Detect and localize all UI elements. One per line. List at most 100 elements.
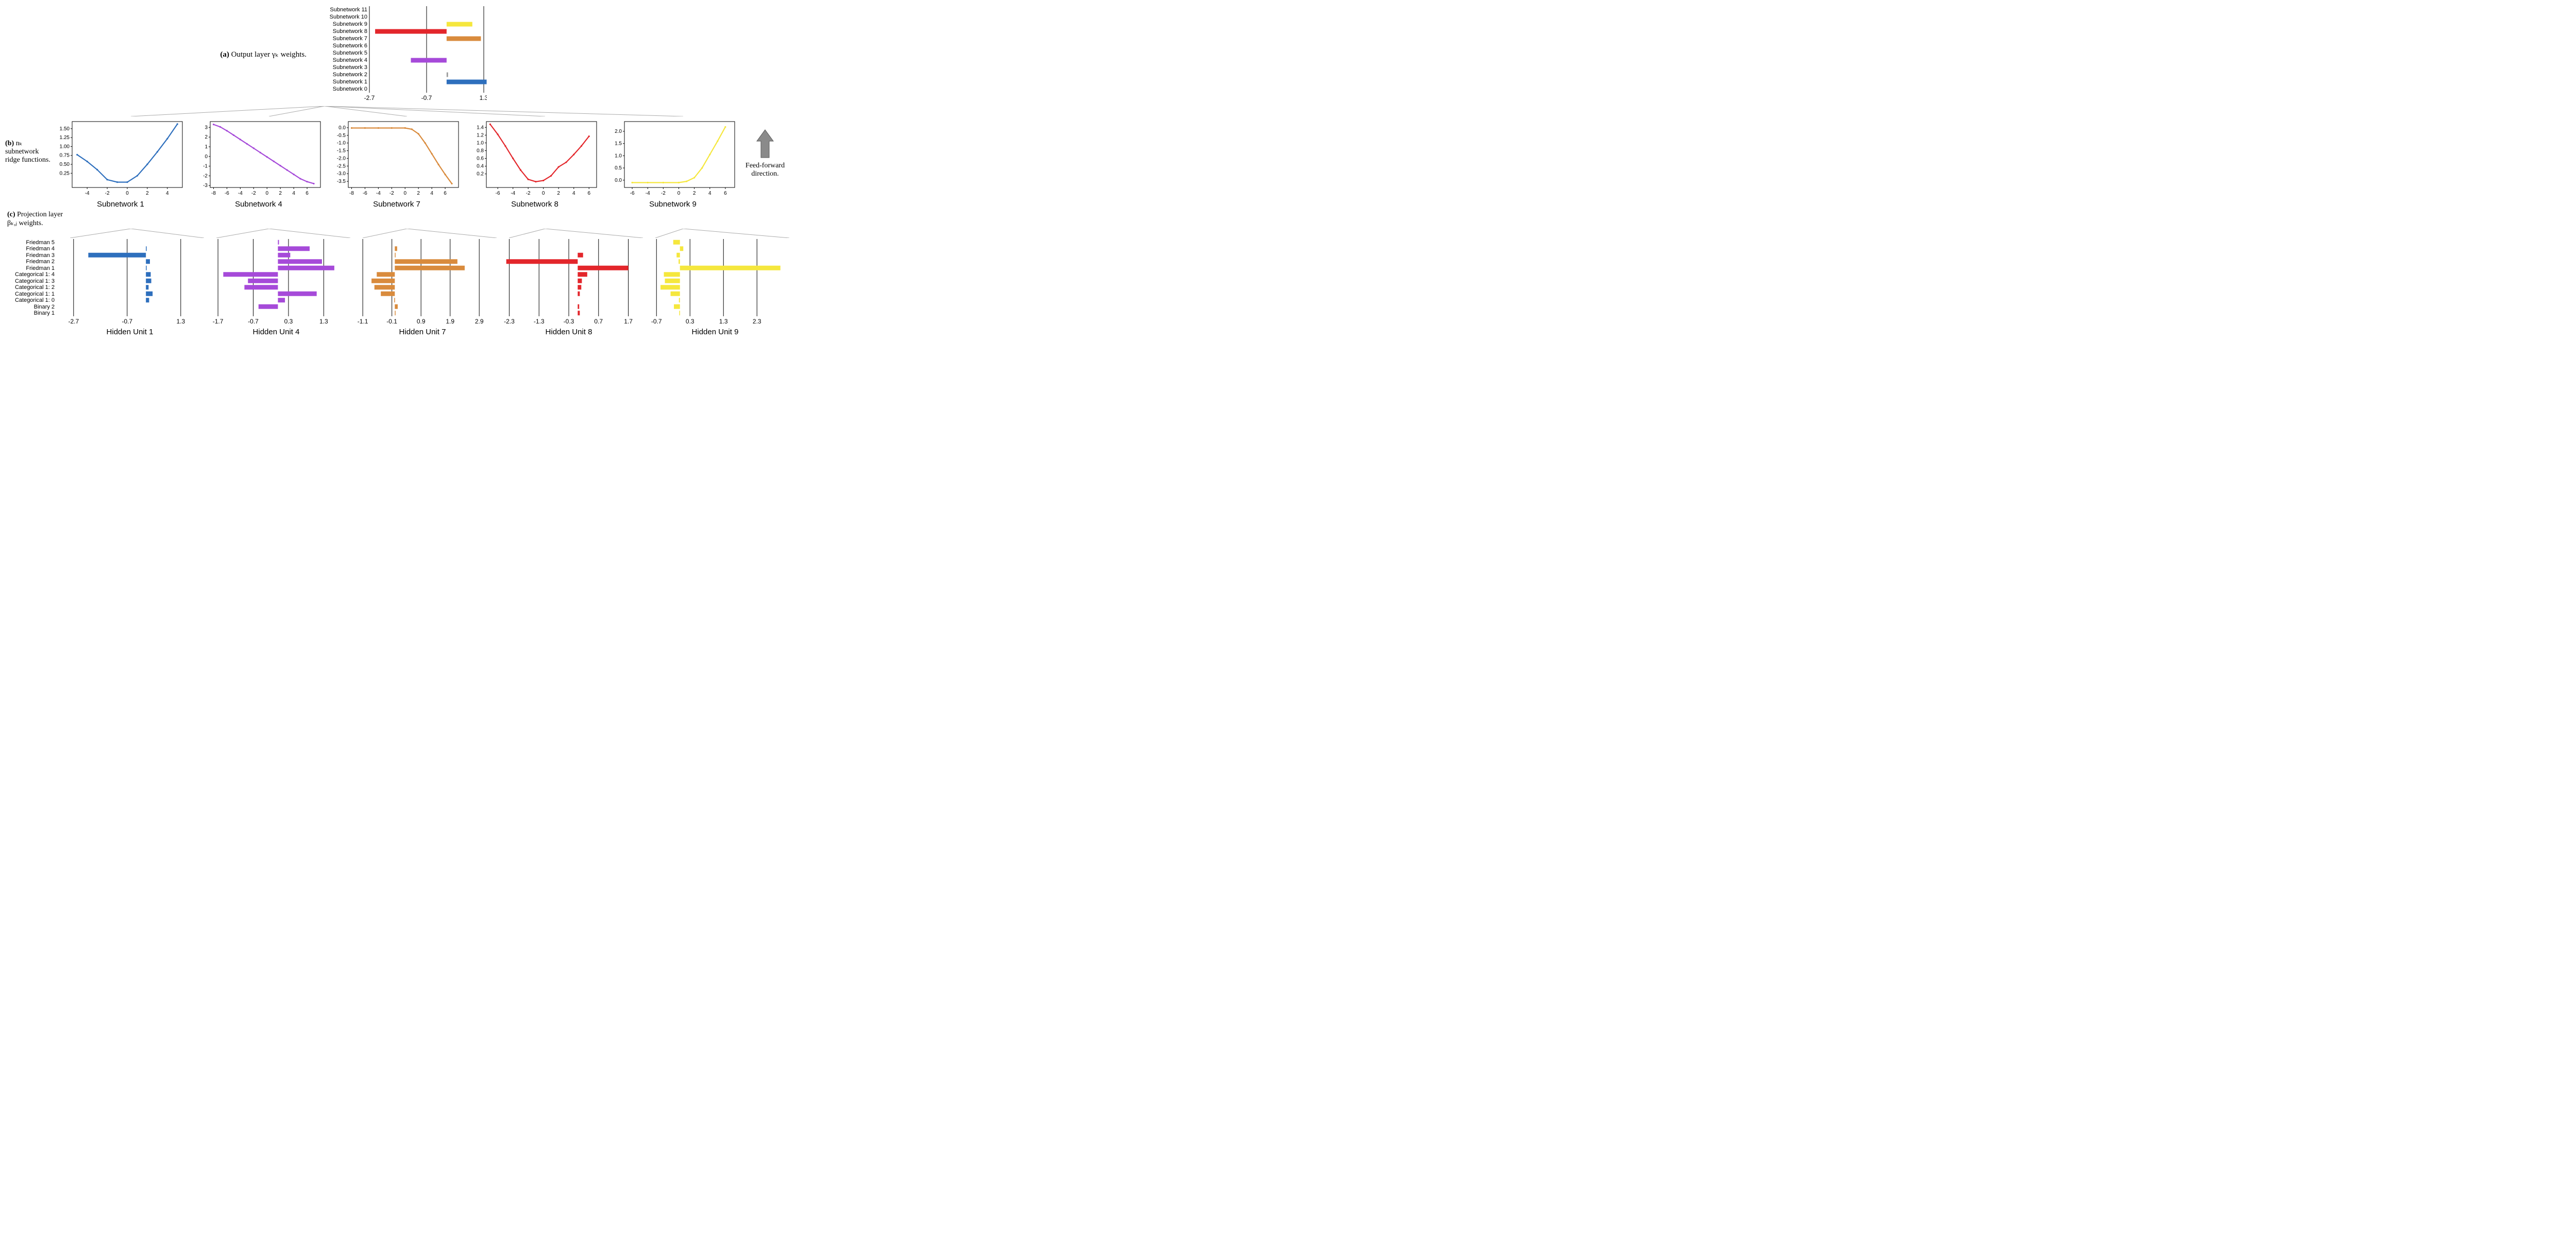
ridge-title: Subnetwork 9 — [606, 200, 740, 209]
svg-text:6: 6 — [306, 191, 309, 196]
svg-text:-0.7: -0.7 — [122, 318, 132, 325]
caption-b: (b) nₖ subnetwork ridge functions. — [5, 118, 52, 164]
svg-text:Subnetwork 6: Subnetwork 6 — [333, 43, 367, 49]
svg-text:-1.3: -1.3 — [534, 318, 545, 325]
figure: (a) Output layer γₖ weights. -2.7 -0.7 1.3… — [0, 0, 793, 341]
chart-a: -2.7-0.71.3Subnetwork 11Subnetwork 10Sub… — [322, 5, 487, 103]
ridge-title: Subnetwork 1 — [54, 200, 188, 209]
ridge-chart: 0.00.51.01.52.0-6-4-20246Subnetwork 9 — [606, 118, 740, 209]
svg-text:1.2: 1.2 — [477, 132, 484, 138]
svg-text:4: 4 — [430, 191, 433, 196]
svg-text:0.8: 0.8 — [477, 148, 484, 153]
caption-c-line1: Projection layer — [15, 211, 63, 218]
svg-text:6: 6 — [587, 191, 590, 196]
caption-a-prefix: (a) — [220, 50, 229, 59]
svg-text:-4: -4 — [511, 191, 515, 196]
svg-text:1.3: 1.3 — [719, 318, 728, 325]
svg-text:6: 6 — [444, 191, 447, 196]
svg-text:1.9: 1.9 — [446, 318, 454, 325]
svg-text:-4: -4 — [238, 191, 243, 196]
svg-text:2: 2 — [417, 191, 420, 196]
caption-a-text: Output layer γₖ weights. — [229, 50, 307, 59]
svg-text:-2: -2 — [661, 191, 666, 196]
svg-text:-0.7: -0.7 — [248, 318, 259, 325]
projection-charts: -2.7-0.71.3Hidden Unit 1-1.7-0.70.31.3Hi… — [57, 238, 788, 336]
svg-text:4: 4 — [572, 191, 575, 196]
svg-text:-0.7: -0.7 — [421, 94, 432, 101]
proj-row-label: Binary 1 — [5, 310, 55, 317]
svg-text:0.9: 0.9 — [417, 318, 426, 325]
svg-text:0.0: 0.0 — [338, 125, 346, 131]
svg-text:-1.1: -1.1 — [358, 318, 368, 325]
svg-text:-2.7: -2.7 — [68, 318, 79, 325]
ridge-charts: 0.250.500.751.001.251.50-4-2024Subnetwor… — [52, 118, 742, 209]
svg-text:-1.0: -1.0 — [337, 141, 346, 146]
svg-text:Subnetwork 0: Subnetwork 0 — [333, 86, 367, 92]
ridge-chart: -3.5-3.0-2.5-2.0-1.5-1.0-0.50.0-8-6-4-20… — [330, 118, 464, 209]
svg-text:2.9: 2.9 — [475, 318, 484, 325]
svg-text:0: 0 — [403, 191, 406, 196]
proj-row-label: Categorical 1: 2 — [5, 284, 55, 291]
svg-text:-1: -1 — [203, 164, 208, 169]
svg-text:0.3: 0.3 — [686, 318, 694, 325]
svg-text:1.4: 1.4 — [477, 125, 484, 130]
caption-a: (a) Output layer γₖ weights. — [90, 49, 322, 59]
svg-text:0: 0 — [126, 191, 129, 196]
svg-text:1.0: 1.0 — [477, 140, 484, 146]
svg-text:2: 2 — [693, 191, 696, 196]
svg-text:4: 4 — [292, 191, 295, 196]
svg-text:1.50: 1.50 — [60, 126, 70, 132]
svg-text:1.00: 1.00 — [60, 144, 70, 149]
svg-text:-1.7: -1.7 — [213, 318, 224, 325]
svg-text:2.3: 2.3 — [753, 318, 761, 325]
svg-text:0.0: 0.0 — [615, 178, 622, 183]
svg-text:-8: -8 — [211, 191, 216, 196]
row-b: (b) nₖ subnetwork ridge functions. 0.25 0… — [5, 118, 788, 209]
svg-text:-0.1: -0.1 — [386, 318, 397, 325]
svg-text:-1.5: -1.5 — [337, 148, 346, 154]
projection-title: Hidden Unit 7 — [352, 328, 493, 336]
svg-text:0.5: 0.5 — [615, 165, 622, 171]
projection-chart: -2.3-1.3-0.30.71.7Hidden Unit 8 — [499, 238, 639, 336]
ridge-title: Subnetwork 4 — [192, 200, 326, 209]
svg-text:-6: -6 — [363, 191, 367, 196]
svg-text:-2: -2 — [105, 191, 110, 196]
feed-forward-arrow: Feed-forward direction. — [742, 118, 788, 178]
svg-text:-3: -3 — [203, 183, 208, 189]
caption-c-prefix: (c) — [7, 211, 15, 218]
ridge-title: Subnetwork 7 — [330, 200, 464, 209]
svg-text:0: 0 — [542, 191, 545, 196]
svg-text:-3.5: -3.5 — [337, 179, 346, 184]
svg-text:3: 3 — [205, 125, 208, 130]
proj-row-label: Friedman 3 — [5, 252, 55, 259]
caption-c: (c) Projection layer βₖ,ⱼ weights. — [7, 211, 788, 228]
svg-text:0.25: 0.25 — [60, 170, 70, 176]
svg-text:2: 2 — [146, 191, 149, 196]
projection-title: Hidden Unit 4 — [206, 328, 346, 336]
svg-text:1.3: 1.3 — [176, 318, 185, 325]
svg-text:-2: -2 — [203, 173, 208, 179]
projection-chart: -1.7-0.70.31.3Hidden Unit 4 — [206, 238, 346, 336]
svg-text:-8: -8 — [349, 191, 354, 196]
svg-text:-6: -6 — [630, 191, 635, 196]
caption-c-line2: βₖ,ⱼ weights. — [7, 219, 43, 227]
projection-labels: Friedman 5Friedman 4Friedman 3Friedman 2… — [5, 238, 57, 317]
ridge-title: Subnetwork 8 — [468, 200, 602, 209]
svg-text:Subnetwork 4: Subnetwork 4 — [333, 57, 367, 63]
svg-text:0.50: 0.50 — [60, 162, 70, 167]
svg-text:-2: -2 — [389, 191, 394, 196]
svg-text:0: 0 — [265, 191, 268, 196]
svg-text:-2.3: -2.3 — [504, 318, 515, 325]
svg-text:1.5: 1.5 — [615, 141, 622, 147]
svg-text:6: 6 — [724, 191, 727, 196]
svg-text:1: 1 — [205, 144, 208, 150]
svg-text:2.0: 2.0 — [615, 129, 622, 134]
svg-text:Subnetwork 11: Subnetwork 11 — [330, 7, 367, 13]
svg-text:-4: -4 — [376, 191, 381, 196]
svg-text:-0.5: -0.5 — [337, 133, 346, 139]
svg-text:0.7: 0.7 — [594, 318, 603, 325]
svg-text:-2.7: -2.7 — [364, 94, 375, 101]
svg-text:-2.5: -2.5 — [337, 163, 346, 169]
proj-row-label: Categorical 1: 1 — [5, 291, 55, 298]
svg-text:-2: -2 — [251, 191, 256, 196]
